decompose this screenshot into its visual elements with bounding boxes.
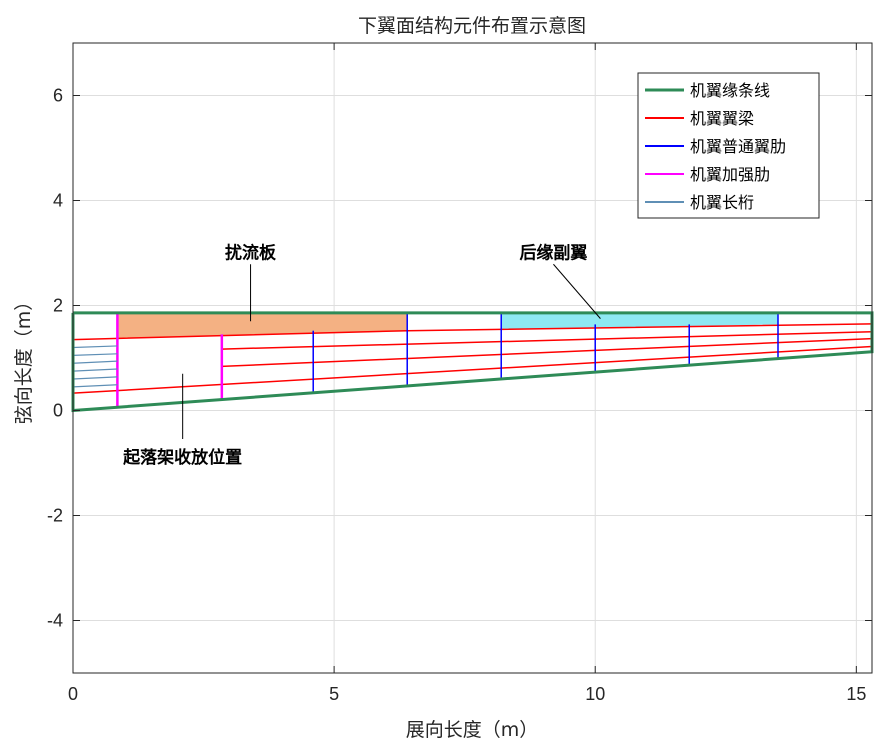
- x-tick-label: 15: [846, 684, 866, 704]
- y-tick-label: 6: [53, 86, 63, 106]
- annotation-label: 后缘副翼: [519, 242, 587, 263]
- stringer-line: [72, 368, 118, 372]
- x-tick-label: 10: [585, 684, 605, 704]
- aileron-patch: [501, 312, 778, 330]
- spar-line: [72, 345, 873, 394]
- annotation-label: 扰流板: [225, 242, 277, 263]
- stringer-line: [72, 345, 118, 349]
- stringer-line: [72, 376, 118, 380]
- y-tick-label: -2: [47, 506, 63, 526]
- y-tick-label: 0: [53, 401, 63, 421]
- y-axis-label: 弦向长度（m）: [13, 292, 35, 425]
- annotation-label: 起落架收放位置: [122, 447, 242, 468]
- legend-entry: 机翼长桁: [690, 193, 754, 212]
- y-tick-label: -4: [47, 611, 63, 631]
- control-surface-patches: [117, 312, 778, 339]
- annotation-pointer: [553, 263, 601, 319]
- legend-entry: 机翼翼梁: [690, 109, 754, 128]
- axis-ticks: 0 5 10 15 -4 -2 0 2 4 6: [47, 43, 872, 704]
- chart-title: 下翼面结构元件布置示意图: [358, 15, 586, 37]
- spar-line: [221, 337, 873, 368]
- spar-line: [221, 331, 873, 350]
- legend-entry: 机翼缘条线: [690, 81, 770, 100]
- y-tick-label: 4: [53, 191, 63, 211]
- x-tick-label: 0: [68, 684, 78, 704]
- spoiler-patch: [117, 312, 408, 339]
- y-tick-label: 2: [53, 296, 63, 316]
- stringer-line: [72, 360, 118, 364]
- stringer-line: [72, 353, 118, 356]
- x-axis-label: 展向长度（m）: [406, 719, 539, 741]
- axes-frame: [72, 42, 873, 674]
- legend-entry: 机翼普通翼肋: [690, 137, 786, 156]
- x-tick-label: 5: [329, 684, 339, 704]
- stringer-line: [72, 384, 118, 388]
- legend-entry: 机翼加强肋: [690, 165, 770, 184]
